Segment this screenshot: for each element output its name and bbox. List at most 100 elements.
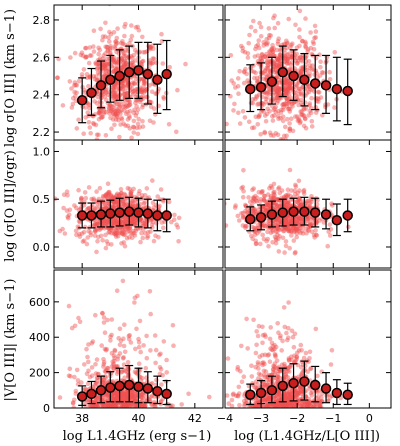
scatter-point (125, 185, 131, 191)
scatter-point (119, 226, 124, 231)
scatter-point (258, 24, 264, 30)
scatter-point (130, 91, 136, 97)
scatter-point (120, 199, 126, 205)
scatter-point (296, 197, 302, 203)
scatter-point (100, 56, 106, 61)
scatter-point (280, 118, 286, 124)
bin-marker (76, 391, 88, 402)
scatter-point (274, 237, 279, 243)
scatter-point (74, 90, 79, 96)
scatter-point (280, 402, 286, 408)
bin-marker (142, 68, 154, 80)
scatter-point (306, 215, 311, 220)
scatter-point (130, 393, 135, 399)
scatter-point (116, 335, 121, 341)
scatter-point (128, 340, 134, 345)
scatter-point (104, 61, 109, 67)
scatter-point (268, 230, 274, 236)
scatter-point (297, 384, 303, 390)
scatter-point (287, 396, 292, 402)
scatter-point (283, 82, 289, 88)
scatter-point (119, 392, 124, 397)
scatter-point (126, 103, 131, 108)
scatter-point (285, 87, 291, 93)
scatter-point (110, 59, 116, 65)
scatter-point (287, 401, 293, 406)
scatter-point (285, 221, 291, 227)
scatter-point (298, 403, 304, 408)
scatter-point (285, 228, 291, 234)
scatter-point (262, 193, 267, 199)
scatter-point (97, 47, 103, 53)
scatter-point (120, 231, 126, 236)
scatter-point (271, 64, 277, 70)
bin-marker (309, 379, 321, 391)
scatter-point (84, 75, 90, 80)
scatter-point (249, 363, 254, 369)
scatter-point (127, 186, 132, 192)
scatter-point (113, 404, 118, 408)
scatter-point (296, 390, 302, 396)
scatter-point (72, 374, 77, 380)
y-tick-label: 2.4 (33, 89, 51, 102)
scatter-point (299, 65, 304, 71)
scatter-point (269, 340, 275, 346)
scatter-point (256, 189, 262, 195)
scatter-point (87, 405, 92, 408)
scatter-point (300, 38, 305, 44)
scatter-point (274, 202, 280, 208)
scatter-point (114, 94, 119, 100)
scatter-point (129, 86, 135, 92)
bin-marker (299, 376, 310, 387)
scatter-point (88, 131, 93, 136)
scatter-point (117, 109, 123, 114)
scatter-point (120, 80, 125, 86)
scatter-point (87, 74, 92, 80)
scatter-point (95, 371, 101, 377)
scatter-point (94, 101, 100, 106)
scatter-point (262, 205, 268, 211)
scatter-point (60, 226, 65, 232)
scatter-point (294, 216, 299, 222)
scatter-point (127, 404, 132, 408)
scatter-point (309, 194, 314, 199)
scatter-point (164, 357, 169, 363)
scatter-point (275, 229, 280, 234)
scatter-point (255, 78, 260, 84)
scatter-point (140, 235, 146, 241)
scatter-point (285, 400, 291, 406)
scatter-point (285, 78, 291, 84)
scatter-point (298, 364, 304, 370)
scatter-point (107, 229, 112, 235)
scatter-point (134, 98, 140, 103)
scatter-point (99, 115, 105, 120)
scatter-point (92, 223, 98, 228)
scatter-point (327, 69, 332, 75)
scatter-point (282, 59, 288, 65)
scatter-point (94, 378, 100, 384)
scatter-point (319, 369, 325, 375)
scatter-point (133, 405, 138, 408)
bin-marker (255, 81, 267, 93)
scatter-point (304, 404, 309, 408)
scatter-point (278, 220, 284, 225)
scatter-point (103, 66, 109, 71)
scatter-point (285, 366, 291, 371)
scatter-point (113, 39, 119, 44)
scatter-point (276, 90, 282, 95)
panel-r2-c1: −4 −3 −2 −1 0 (217, 269, 392, 425)
scatter-point (287, 167, 293, 173)
scatter-point (296, 200, 301, 206)
scatter-point (299, 389, 304, 394)
scatter-point (111, 397, 117, 402)
scatter-point (304, 226, 309, 232)
scatter-point (114, 217, 120, 222)
scatter-point (251, 69, 257, 75)
scatter-point (103, 51, 108, 56)
scatter-point (303, 106, 309, 111)
scatter-point (294, 95, 300, 100)
scatter-point (91, 122, 97, 127)
scatter-point (119, 115, 124, 121)
scatter-point (81, 202, 87, 208)
scatter-point (96, 63, 102, 69)
